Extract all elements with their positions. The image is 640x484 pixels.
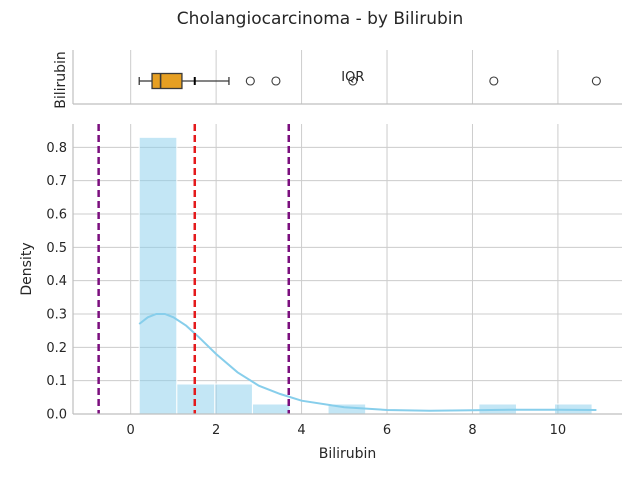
y-tick-label: 0.4 [46, 274, 67, 289]
chart-title: Cholangiocarcinoma - by Bilirubin [177, 9, 464, 29]
y-tick-label: 0.5 [46, 241, 67, 256]
x-tick-label: 4 [297, 423, 305, 438]
box-y-axis-label: Bilirubin [53, 51, 69, 109]
kde-line [138, 313, 597, 412]
x-tick-label: 10 [550, 423, 567, 438]
outlier-point [489, 76, 499, 86]
outlier-point [348, 76, 358, 86]
x-tick-label: 8 [468, 423, 476, 438]
y-tick-label: 0.3 [46, 308, 67, 323]
x-tick-label: 2 [212, 423, 220, 438]
iqr-annotation: IQR [341, 70, 364, 85]
outlier-point [591, 76, 601, 86]
box-panel: IQR Bilirubin [53, 50, 622, 109]
hist-panel: 0.0 0.1 0.2 0.3 0.4 0.5 0.6 0.7 0.8 0 2 4 6 8 10 Biliru… [19, 124, 622, 462]
y-tick-label: 0.0 [46, 408, 67, 423]
y-tick-label: 0.8 [46, 141, 67, 156]
x-tick-label: 0 [127, 423, 135, 438]
y-tick-label: 0.1 [46, 374, 67, 389]
iqr-box [151, 72, 183, 90]
x-tick-label: 6 [383, 423, 391, 438]
x-axis-label: Bilirubin [319, 446, 377, 462]
y-tick-label: 0.6 [46, 208, 67, 223]
outlier-point [245, 76, 255, 86]
hist-bar [214, 383, 253, 415]
hist-bar [251, 403, 291, 415]
y-tick-label: 0.7 [46, 174, 67, 189]
y-tick-label: 0.2 [46, 341, 67, 356]
hist-bar [138, 136, 178, 415]
outlier-point [271, 76, 281, 86]
y-axis-label: Density [19, 242, 35, 295]
